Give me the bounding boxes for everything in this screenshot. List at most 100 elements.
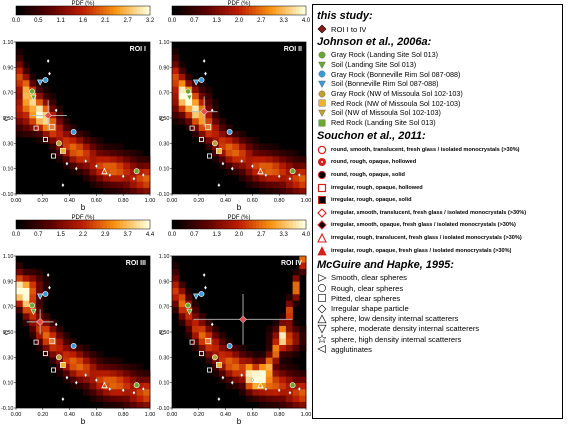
colorbar-segment [262,220,267,229]
heatmap-cell [36,124,44,131]
colorbar-segment [295,6,300,15]
colorbar-frame [171,219,307,230]
heatmap-cell [109,376,117,383]
colorbar-segment [72,6,77,15]
colorbar-segment [123,6,127,15]
heatmap-cell [225,370,233,377]
heatmap-cell [69,149,77,157]
heatmap-cell [259,149,267,157]
y-tick-label: 0.70 [159,91,170,97]
heatmap-cell [252,395,260,402]
legend-marker-shape [317,324,327,334]
reference-point [108,386,112,392]
heatmap-cell [259,357,267,364]
reference-point [101,381,108,389]
heatmap-cell [109,357,117,364]
heatmap-cell [123,363,131,371]
colorbar-segment [185,6,190,15]
heatmap-cell [292,370,300,377]
heatmap-cell [259,395,267,402]
colorbar-tick-label: 2.7 [123,18,132,24]
heatmap-cell [225,338,233,345]
heatmap-cell [272,175,280,182]
heatmap-cell [272,401,280,409]
reference-point [202,272,206,278]
heatmap-cell [16,67,23,74]
colorbar-segment [235,220,240,229]
legend-item-label: Soil (Landing Site Sol 013) [331,60,417,70]
colorbar-segment [93,220,97,229]
colorbar-segment [252,220,257,229]
colorbar-segment [66,6,70,15]
heatmap-cell [56,143,64,150]
heatmap-cell [103,156,111,163]
panel-roi-2: PDF (%) 0.0 0.7 1.3 2.0 2.7 3.3 4.0 ROI II 0.00 0.… [157,1,311,212]
heatmap-cell [252,389,260,396]
heatmap-cell [36,325,44,333]
heatmap-cell [198,99,206,106]
y-tick-label: 0.90 [3,65,14,71]
heatmap-cell [89,389,97,396]
colorbar-segment [245,6,250,15]
heatmap-cell [292,300,300,307]
y-tick-label: -0.10 [157,406,170,412]
heatmap-cell [185,313,193,320]
heatmap-cell [198,319,206,326]
legend-item-label: Rough, clear spheres [331,283,404,293]
roi-marker [36,318,44,326]
heatmap-cell [42,124,50,131]
reference-point [250,377,254,383]
legend-marker-shape [317,334,327,344]
colorbar-tick-label: 3.2 [146,18,155,24]
colorbar-segment [139,6,144,15]
colorbar-segment [269,220,273,229]
legend-marker-shape [317,245,327,255]
heatmap-cell [42,287,50,295]
heatmap-cell [198,344,206,352]
heatmap-cell [232,130,240,138]
legend-marker-icon [318,273,327,282]
legend-item: Smooth, clear spheres [317,273,558,283]
heatmap-cell [205,325,213,333]
colorbar-segment [103,6,107,15]
heatmap-cell [109,181,117,188]
heatmap-cell [42,294,50,301]
legend-item: Irregular shape particle [317,303,558,313]
x-tick-label: 0.60 [247,412,258,418]
heatmap-cell [272,187,280,195]
heatmap-cell [245,143,253,150]
heatmap-cell [252,156,260,163]
reference-point [42,291,49,297]
heatmap-cell [129,162,137,169]
heatmap-cell [56,338,64,345]
heatmap-cell [292,319,300,326]
heatmap-cell [192,319,200,326]
y-tick-label: 0.30 [159,141,170,147]
heatmap-cell [89,351,97,358]
x-tick-label: 0.40 [64,198,75,204]
heatmap-cell [299,401,307,409]
x-tick-label: 0.60 [91,412,102,418]
heatmap-cell [83,137,90,144]
heatmap-cell [185,325,193,333]
colorbar-tick-label: 1.6 [79,18,88,24]
heatmap-cell [192,92,200,100]
reference-point [49,337,56,344]
legend-johnson-list: Gray Rock (Landing Site Sol 013) Soil (La… [317,50,558,128]
colorbar-segment [129,6,134,15]
heatmap-cell [198,338,206,345]
y-tick-label: 0.90 [3,279,14,285]
legend-marker-icon [318,90,326,97]
heatmap-cell [36,118,44,125]
heatmap-cell [192,325,200,333]
heatmap-cell [285,181,293,188]
legend-item-label: Soil (Bonneville Rim Sol 087-088) [331,79,439,89]
heatmap-cell [69,124,77,131]
heatmap-cell [123,401,131,409]
heatmap-cell [205,319,213,326]
legend-item: irregular, rough, translucent, fresh gla… [317,232,558,245]
legend-marker-icon [317,324,327,334]
heatmap-cell [69,137,77,144]
colorbar-segment [59,220,64,229]
heatmap-cell [116,156,124,163]
